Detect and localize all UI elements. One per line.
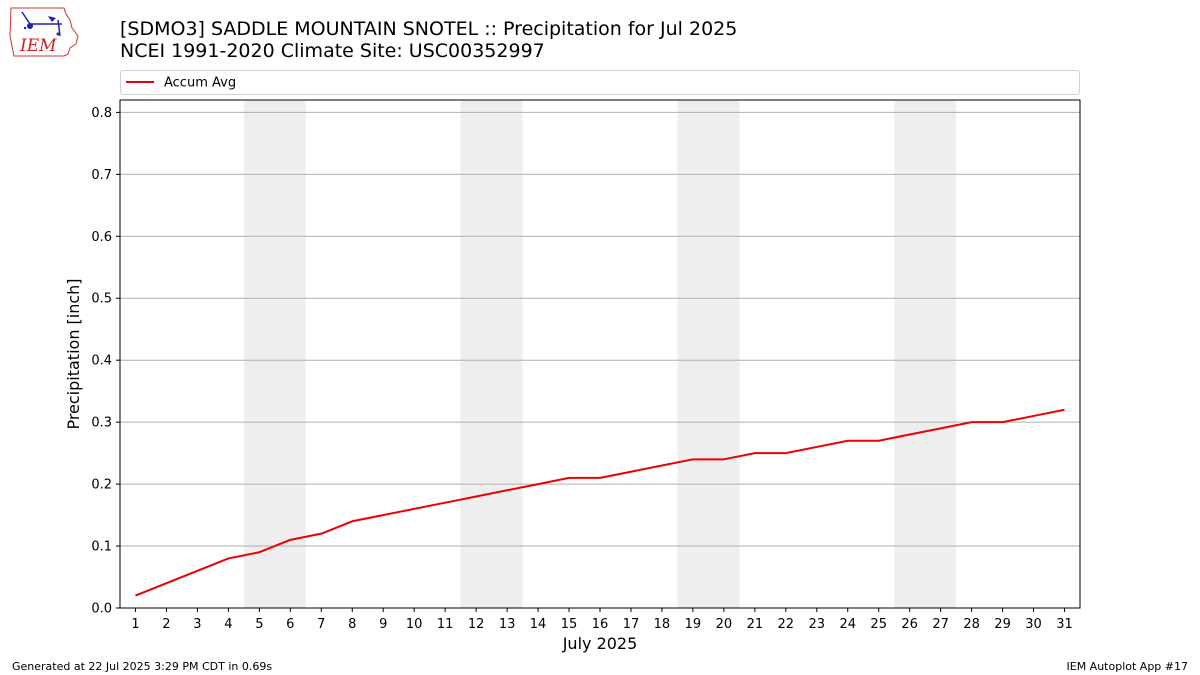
x-tick-label: 19 [685,617,702,632]
x-axis-label: July 2025 [562,634,638,653]
x-tick-label: 18 [654,617,671,632]
series-line-accum-avg [135,408,1065,597]
x-tick-label: 7 [317,617,325,632]
chart-title-line1: [SDMO3] SADDLE MOUNTAIN SNOTEL :: Precip… [120,18,738,40]
y-tick-label: 0.4 [91,354,112,369]
x-tick-label: 24 [839,617,856,632]
y-tick-label: 0.5 [91,292,112,307]
x-tick-label: 5 [255,617,263,632]
y-axis-label: Precipitation [inch] [64,278,83,429]
y-tick-label: 0.2 [91,478,112,493]
weekend-band [243,100,306,608]
weekend-band [894,100,957,608]
x-tick-label: 16 [592,617,609,632]
y-tick-label: 0.0 [91,602,112,617]
plot-frame [119,99,1081,609]
x-tick-label: 12 [468,617,485,632]
chart-title-line2: NCEI 1991-2020 Climate Site: USC00352997 [120,40,545,62]
y-tick-label: 0.3 [91,416,112,431]
x-tick-label: 23 [809,617,826,632]
x-tick-label: 29 [994,617,1011,632]
logo-text: IEM [19,36,57,56]
x-tick-label: 28 [963,617,980,632]
legend: Accum Avg [120,70,1080,95]
x-tick-label: 21 [747,617,764,632]
y-tick-label: 0.7 [91,168,112,183]
weekend-band [460,100,523,608]
y-tick-label: 0.6 [91,230,112,245]
x-tick-label: 6 [286,617,294,632]
x-tick-label: 20 [716,617,733,632]
x-tick-label: 31 [1056,617,1073,632]
footer-app-text: IEM Autoplot App #17 [1066,660,1189,673]
x-tick-label: 4 [224,617,232,632]
legend-box [120,70,1080,95]
weekend-band [677,100,740,608]
x-tick-label: 2 [162,617,170,632]
x-tick-label: 8 [348,617,356,632]
x-tick-label: 11 [437,617,454,632]
x-tick-label: 30 [1025,617,1042,632]
x-tick-label: 25 [870,617,887,632]
footer-generated-text: Generated at 22 Jul 2025 3:29 PM CDT in … [12,660,273,673]
x-tick-label: 14 [530,617,547,632]
x-tick-label: 22 [778,617,795,632]
x-tick-label: 1 [131,617,139,632]
legend-label: Accum Avg [164,76,236,91]
y-tick-label: 0.1 [91,540,112,555]
y-tick-label: 0.8 [91,106,112,121]
x-tick-label: 17 [623,617,640,632]
x-tick-label: 15 [561,617,578,632]
x-tick-label: 26 [901,617,918,632]
x-tick-label: 10 [406,617,423,632]
x-tick-label: 27 [932,617,949,632]
x-tick-label: 3 [193,617,201,632]
x-tick-label: 9 [379,617,387,632]
iem-logo-icon: IEM [9,7,79,57]
x-tick-label: 13 [499,617,516,632]
